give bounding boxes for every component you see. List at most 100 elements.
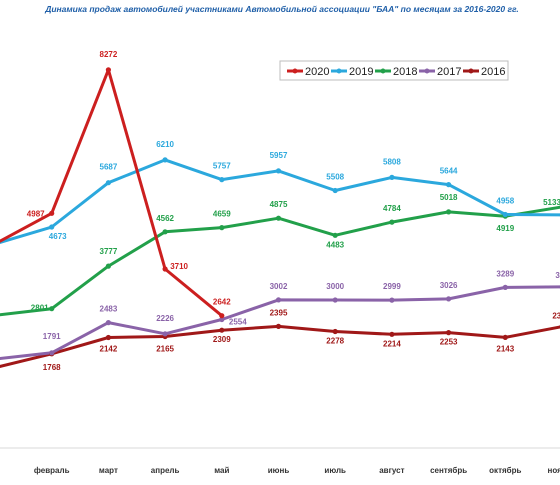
data-point-2017 [332, 297, 338, 303]
legend-label-2020: 2020 [305, 66, 329, 78]
data-label-2016: 2214 [383, 339, 401, 348]
data-label-2019: 5644 [440, 167, 458, 176]
data-point-2019 [219, 177, 225, 183]
series-line-2016 [0, 324, 560, 369]
data-point-2020 [162, 266, 168, 272]
data-point-2019 [162, 157, 168, 163]
data-point-2020 [105, 67, 111, 73]
data-label-2016: 2142 [100, 345, 118, 354]
data-label-2018: 2801 [31, 304, 49, 313]
data-point-2018 [389, 219, 395, 225]
data-point-2017 [219, 316, 225, 323]
series-line-2017 [0, 285, 560, 360]
data-point-2020 [49, 210, 55, 216]
data-point-2019 [446, 182, 452, 188]
legend-label-2018: 2018 [393, 66, 417, 78]
data-label-2019: 5508 [326, 173, 344, 182]
data-point-2019 [105, 180, 111, 186]
data-label-2020: 4987 [27, 209, 45, 218]
data-point-2019 [502, 211, 508, 218]
legend-label-2017: 2017 [437, 66, 461, 78]
data-point-2018 [162, 229, 168, 235]
data-label-2017: 3002 [270, 282, 288, 291]
data-point-2016 [389, 331, 395, 337]
data-label-2017: 2554 [229, 318, 247, 327]
x-tick-label: июнь [268, 466, 290, 475]
data-label-2019: 5957 [270, 151, 288, 160]
data-point-2019 [275, 168, 282, 174]
data-point-2016 [219, 327, 225, 333]
data-label-2020: 3710 [170, 262, 188, 271]
data-point-2018 [446, 209, 452, 215]
data-label-2019: 5687 [100, 163, 118, 172]
legend-box [279, 60, 509, 81]
data-label-2018: 4659 [213, 210, 231, 219]
data-label-2017: 2999 [383, 282, 401, 291]
data-point-2017 [105, 320, 111, 326]
legend-marker-2016 [468, 68, 474, 74]
legend-marker-2018 [380, 68, 386, 74]
data-label-2016: 2143 [496, 344, 514, 353]
data-point-2016 [332, 328, 338, 335]
data-point-2017 [162, 331, 168, 337]
data-point-2020 [219, 313, 225, 319]
data-label-2018: 4875 [270, 200, 288, 209]
data-point-2016 [275, 323, 282, 329]
data-point-2016 [502, 334, 508, 340]
data-label-2018: 3777 [100, 247, 118, 256]
x-tick-label: август [379, 466, 404, 475]
x-tick-label: март [99, 466, 118, 475]
data-label-2018: 4483 [326, 240, 344, 249]
data-point-2016 [446, 330, 452, 336]
data-label-2020: 2642 [213, 298, 231, 307]
data-point-2018 [105, 263, 111, 269]
x-tick-label: сентябрь [430, 466, 467, 475]
x-tick-label: май [214, 466, 229, 475]
data-label-2019: 5757 [213, 162, 231, 171]
x-tick-label: февраль [34, 466, 70, 475]
data-point-2018 [275, 215, 282, 221]
series-line-2020 [0, 68, 223, 317]
x-tick-label: июль [324, 466, 346, 475]
data-label-2019: 4673 [49, 232, 67, 241]
data-label-2017: 1791 [43, 332, 61, 341]
data-point-2019 [332, 187, 338, 194]
data-point-2016 [105, 334, 111, 341]
legend-marker-2020 [292, 68, 298, 74]
x-tick-label: ноябрь [547, 466, 560, 475]
legend-label-2016: 2016 [481, 66, 505, 78]
data-point-2017 [275, 297, 282, 303]
legend-marker-2017 [424, 68, 430, 74]
legend-marker-2019 [336, 68, 342, 74]
data-point-2017 [446, 296, 452, 302]
data-label-2018: 4562 [156, 214, 174, 223]
data-label-2019: 4958 [496, 197, 514, 206]
data-label-2020: 8272 [100, 50, 118, 59]
data-label-2016: 2278 [326, 337, 344, 346]
data-label-2017: 3289 [496, 269, 514, 278]
data-label-2016: 2253 [440, 338, 458, 347]
data-label-2019: 6210 [156, 140, 174, 149]
data-point-2019 [389, 174, 395, 180]
x-tick-labels: февраль март апрель май июнь июль август сентяб… [34, 466, 560, 475]
data-point-2018 [49, 306, 55, 312]
data-point-2017 [502, 284, 508, 290]
data-point-2018 [219, 225, 225, 231]
data-label-2017: 3000 [326, 282, 344, 291]
data-label-2017: 2483 [100, 305, 118, 314]
data-label-2018: 4919 [496, 224, 514, 233]
data-point-2017 [49, 350, 55, 356]
data-label-2017: 2226 [156, 314, 174, 323]
data-label-2016: 1768 [43, 363, 61, 372]
data-point-2017 [389, 297, 395, 303]
x-tick-label: апрель [151, 466, 180, 475]
data-point-2018 [332, 232, 338, 238]
data-label-2016: 2309 [213, 335, 231, 344]
data-label-2017: 330 [555, 271, 560, 280]
series-markers [49, 67, 560, 357]
chart-title: Динамика продаж автомобилей участниками … [44, 4, 519, 14]
legend-label-2019: 2019 [349, 66, 373, 78]
data-label-2016: 239 [552, 312, 560, 321]
data-label-2018: 4784 [383, 204, 401, 213]
